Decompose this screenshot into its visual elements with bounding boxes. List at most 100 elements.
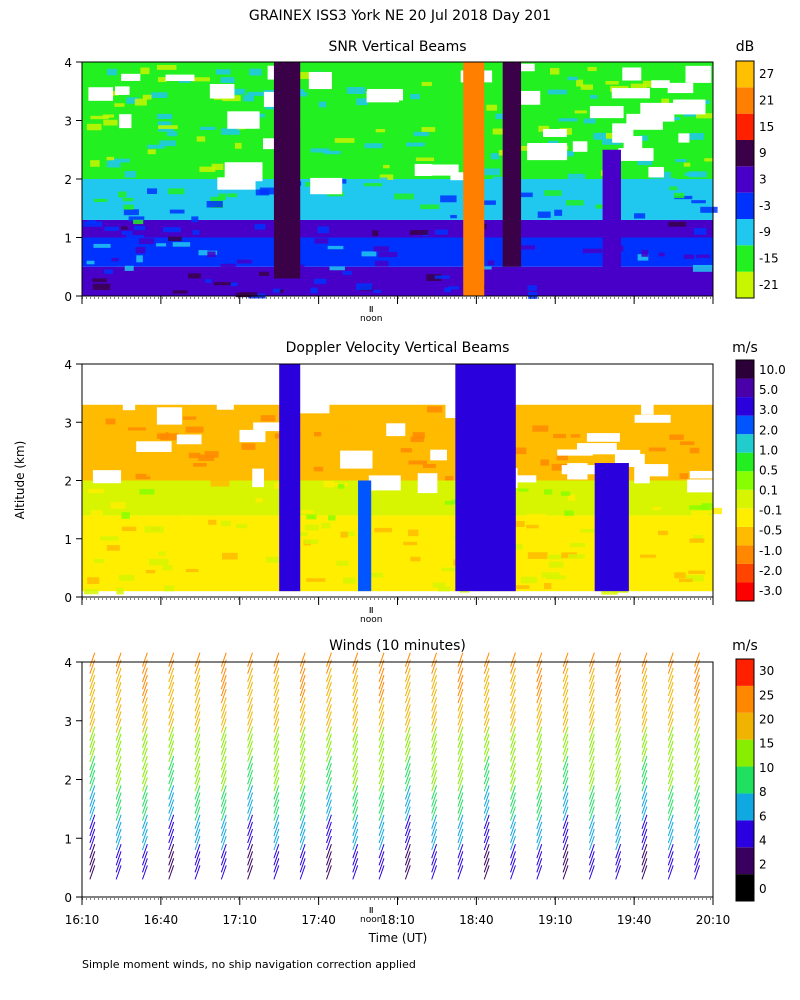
wind-barb (667, 755, 674, 771)
wind-barb (483, 733, 490, 748)
wind-barb (510, 814, 516, 830)
wind-barb (247, 704, 254, 719)
data-speckle (334, 435, 350, 440)
data-speckle (701, 503, 713, 510)
wind-barb (115, 770, 122, 785)
wind-barb (588, 777, 595, 792)
data-speckle (136, 255, 143, 263)
colorbar-swatch (736, 271, 754, 298)
y-tick-label: 3 (64, 416, 72, 430)
data-gap (224, 162, 263, 182)
wind-barb (431, 858, 438, 873)
data-speckle (243, 95, 255, 102)
wind-barb (510, 865, 516, 880)
wind-barb (404, 777, 411, 792)
data-speckle (313, 431, 322, 437)
colorbar-swatch (736, 766, 754, 794)
data-speckle (652, 506, 661, 511)
data-speckle (567, 173, 585, 181)
wind-barb (299, 667, 306, 683)
wind-barb (115, 835, 122, 851)
wind-barb (562, 792, 569, 807)
wind-barb (404, 747, 411, 763)
data-speckle (361, 251, 377, 257)
data-gap (622, 67, 642, 81)
wind-barb (194, 806, 201, 821)
wind-barb (536, 865, 543, 880)
wind-barb (273, 688, 280, 704)
wind-barb (247, 755, 254, 771)
wind-barb (141, 704, 148, 719)
wind-barb (220, 792, 227, 807)
wind-barb (247, 740, 254, 755)
wind-barb (483, 740, 490, 755)
wind-barb (641, 777, 648, 792)
y-tick-label: 2 (64, 475, 72, 489)
data-speckle (147, 188, 158, 194)
wind-barb (588, 718, 595, 733)
wind-barb (89, 704, 96, 719)
data-speckle (658, 252, 665, 257)
wind-barb (588, 726, 595, 741)
data-speckle (570, 434, 581, 438)
wind-barb (299, 828, 306, 844)
data-speckle (204, 451, 219, 458)
data-speckle (415, 157, 435, 161)
wind-barb (168, 770, 175, 785)
wind-barb (562, 806, 569, 821)
wind-barb (694, 681, 700, 697)
wind-barb (194, 697, 201, 712)
data-gap (88, 87, 114, 101)
data-gap (508, 63, 535, 72)
data-speckle (92, 278, 107, 283)
wind-barb (483, 704, 490, 719)
wind-barb (404, 733, 411, 748)
data-speckle (563, 441, 576, 446)
wind-barb (220, 726, 227, 741)
data-speckle (105, 418, 116, 425)
y-tick-label: 0 (64, 290, 72, 304)
data-speckle (693, 228, 707, 235)
wind-barb (247, 865, 254, 880)
data-speckle (688, 570, 706, 575)
colorbar-label: 8 (759, 785, 767, 799)
data-speckle (507, 521, 525, 527)
wind-barb (536, 697, 543, 712)
wind-barb (457, 718, 464, 733)
colorbar-label: 4 (759, 834, 767, 848)
data-speckle (234, 142, 242, 149)
wind-barb (457, 652, 464, 667)
data-speckle (86, 260, 95, 265)
y-tick-label: 2 (64, 774, 72, 788)
wind-barb (536, 844, 543, 859)
wind-barb (588, 770, 595, 785)
wind-barb (168, 740, 175, 755)
data-speckle (121, 226, 128, 230)
data-speckle (346, 87, 366, 94)
colorbar-swatch (736, 526, 754, 546)
wind-barb (115, 711, 122, 726)
wind-barb (89, 851, 96, 866)
wind-barb (168, 652, 175, 667)
data-gap (667, 82, 694, 94)
wind-barb (404, 814, 411, 830)
wind-barb (667, 785, 674, 800)
data-speckle (318, 101, 327, 108)
data-speckle (532, 425, 549, 432)
wind-barb (352, 865, 359, 880)
data-gap (253, 422, 291, 432)
wind-barb (378, 718, 385, 733)
data-speckle (373, 289, 382, 293)
wind-barb (562, 674, 569, 690)
wind-barb (667, 674, 674, 690)
colorbar-swatch (736, 847, 754, 875)
wind-barb (536, 792, 543, 807)
data-speckle (121, 526, 137, 532)
wind-barb (457, 770, 464, 785)
data-speckle (323, 150, 341, 155)
data-speckle (166, 131, 178, 137)
wind-barb (536, 858, 543, 873)
wind-barb (273, 718, 280, 733)
wind-barb (326, 718, 332, 733)
wind-barb (641, 704, 648, 719)
